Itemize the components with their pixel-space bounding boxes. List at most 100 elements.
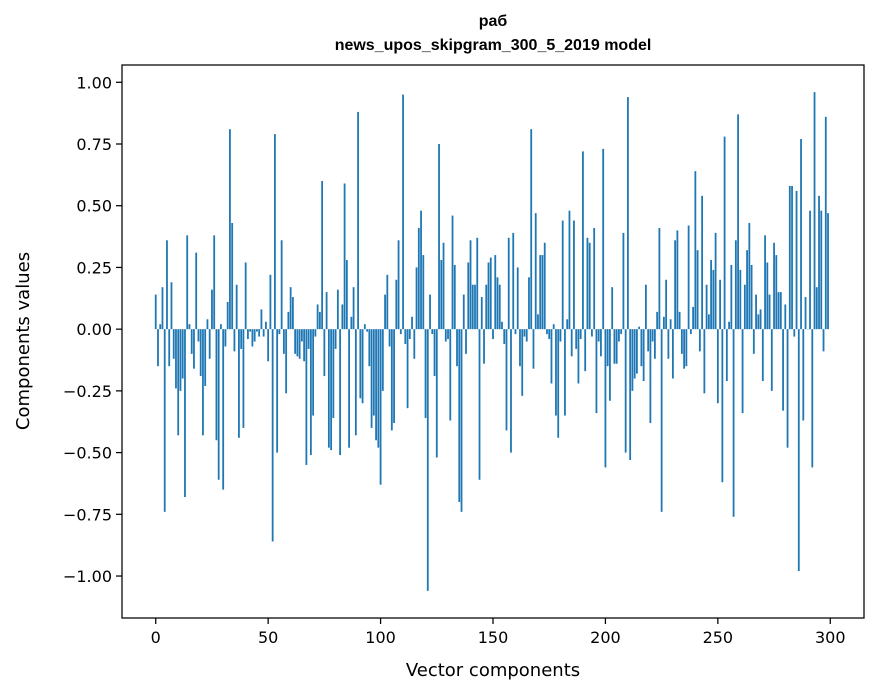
bar-158 (510, 329, 512, 453)
bar-80 (334, 329, 337, 349)
bar-244 (703, 329, 706, 394)
bar-100 (379, 329, 382, 485)
bar-114 (411, 316, 413, 330)
bar-205 (615, 329, 618, 364)
bar-195 (593, 227, 596, 330)
bar-262 (743, 284, 746, 330)
bar-148 (487, 262, 490, 330)
bar-8 (172, 329, 175, 359)
bar-11 (179, 329, 182, 391)
bar-183 (566, 319, 569, 330)
bar-240 (694, 171, 697, 330)
bar-3 (161, 287, 164, 330)
bar-202 (609, 329, 611, 401)
bar-273 (768, 294, 771, 330)
bar-5 (166, 240, 168, 330)
axes: 0 50 100 150 200 250 300 1.00 0.75 0.50 0.25 0.00 −0… (63, 73, 846, 647)
bar-18 (195, 252, 198, 330)
x-tick-label: 200 (590, 628, 621, 647)
bar-51 (269, 274, 272, 330)
bar-105 (390, 329, 393, 431)
bar-204 (613, 329, 616, 364)
y-tick-label: 1.00 (76, 73, 112, 92)
bar-107 (395, 279, 398, 330)
bar-163 (521, 329, 524, 396)
bar-116 (415, 267, 418, 330)
bar-275 (773, 242, 775, 330)
bar-94 (366, 329, 368, 332)
bar-207 (620, 329, 623, 335)
bar-140 (469, 240, 472, 330)
bar-277 (777, 292, 780, 330)
bar-44 (253, 329, 256, 342)
bar-143 (476, 237, 479, 330)
bar-246 (707, 314, 710, 330)
bar-198 (600, 329, 602, 357)
bar-67 (305, 329, 308, 465)
y-tick-label: −0.75 (63, 505, 112, 524)
chart-subtitle: news_upos_skipgram_300_5_2019 model (335, 37, 652, 54)
bar-249 (714, 232, 717, 330)
bar-65 (300, 329, 303, 342)
bar-288 (802, 329, 805, 421)
bar-295 (818, 195, 820, 330)
bar-75 (323, 329, 326, 377)
bar-124 (433, 329, 436, 377)
bar-38 (240, 329, 243, 349)
bar-149 (489, 257, 492, 330)
bar-170 (537, 314, 539, 330)
bar-91 (359, 329, 362, 399)
bar-83 (341, 304, 344, 330)
bar-192 (586, 237, 589, 330)
bar-237 (687, 225, 690, 330)
bar-258 (734, 240, 737, 330)
bar-115 (413, 329, 416, 359)
bar-70 (312, 329, 315, 416)
bar-241 (696, 250, 699, 330)
bar-49 (265, 321, 267, 330)
x-tick-label: 0 (151, 628, 161, 647)
bar-294 (815, 287, 818, 330)
x-tick-label: 50 (258, 628, 278, 647)
bar-270 (761, 329, 764, 381)
bar-261 (741, 329, 744, 414)
bar-61 (291, 297, 294, 330)
bar-7 (170, 282, 173, 330)
bar-53 (274, 134, 276, 330)
bar-54 (276, 329, 279, 453)
bar-144 (478, 329, 481, 480)
bar-193 (588, 242, 591, 330)
y-axis-label: Components values (13, 252, 34, 430)
bar-56 (280, 240, 283, 330)
bar-145 (480, 297, 483, 330)
bar-151 (494, 255, 497, 330)
bar-73 (318, 311, 321, 330)
bar-122 (429, 294, 431, 330)
bar-272 (766, 262, 769, 330)
bar-39 (242, 329, 245, 428)
x-tick-label: 150 (478, 628, 509, 647)
bar-96 (370, 329, 373, 428)
bar-173 (543, 242, 546, 330)
bar-268 (757, 314, 760, 330)
bar-174 (546, 329, 548, 335)
bar-139 (467, 262, 470, 330)
bar-32 (226, 302, 229, 330)
bar-263 (746, 250, 748, 330)
bar-233 (678, 311, 681, 330)
bar-271 (764, 235, 766, 330)
bar-281 (786, 329, 789, 448)
bar-251 (719, 279, 721, 330)
bar-276 (775, 255, 778, 330)
bar-255 (728, 321, 730, 330)
bar-167 (530, 129, 533, 330)
bar-129 (444, 329, 447, 342)
bar-146 (483, 329, 485, 364)
bar-172 (541, 255, 544, 330)
bar-206 (618, 329, 620, 342)
bar-135 (458, 329, 461, 502)
bar-208 (622, 232, 625, 330)
bar-250 (716, 329, 719, 404)
y-tick-label: −0.50 (63, 444, 112, 463)
